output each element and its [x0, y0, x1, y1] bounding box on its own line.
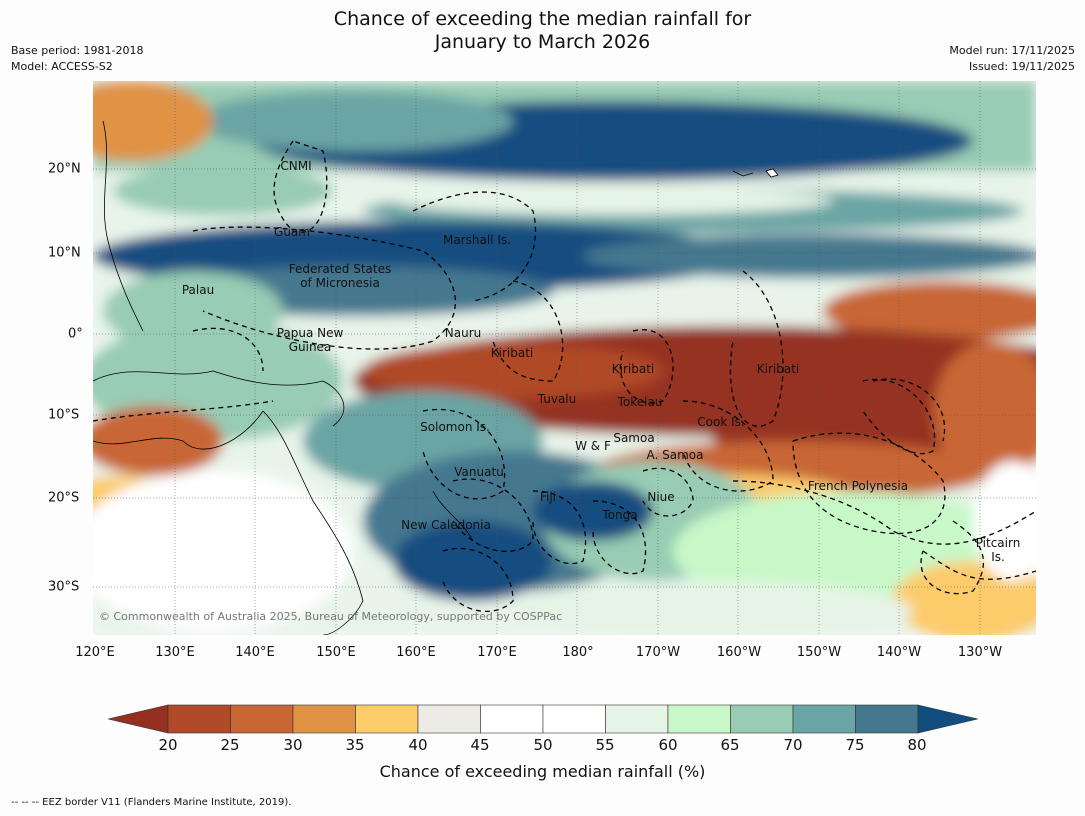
x-tick: 130°E: [155, 645, 195, 660]
base-period: Base period: 1981-2018: [11, 44, 144, 57]
region-tuvalu: Tuvalu: [537, 392, 577, 406]
colorbar-segment: [355, 704, 419, 734]
region-samoa: Samoa: [613, 431, 655, 445]
model-name: Model: ACCESS-S2: [11, 60, 113, 73]
region-png: Papua New Guinea: [276, 326, 344, 354]
y-tick: 0°: [68, 326, 83, 342]
colorbar-tick: 50: [533, 736, 553, 754]
colorbar-tick: 35: [345, 736, 365, 754]
colorbar-segment: [230, 704, 294, 734]
eez-legend-note: -- -- -- EEZ border V11 (Flanders Marine…: [11, 797, 292, 808]
issued-date: Issued: 19/11/2025: [968, 60, 1075, 73]
colorbar-segment: [667, 704, 731, 734]
colorbar-tick: 55: [595, 736, 615, 754]
colorbar-tick: 65: [720, 736, 740, 754]
colorbar-tick: 40: [408, 736, 428, 754]
colorbar-segment: [605, 704, 669, 734]
x-tick: 170°E: [477, 645, 517, 660]
region-kiribati-west: Kiribati: [490, 346, 534, 360]
colorbar-tick: 60: [658, 736, 678, 754]
colorbar-label: Chance of exceeding median rainfall (%): [379, 762, 706, 781]
region-fsm: Federated States of Micronesia: [288, 262, 392, 290]
y-tick: 20°N: [48, 161, 81, 177]
title-line-1: Chance of exceeding the median rainfall …: [333, 8, 752, 30]
meta-right: Model run: 17/11/2025 Issued: 19/11/2025: [949, 43, 1075, 75]
colorbar-segment: [730, 704, 794, 734]
region-vanuatu: Vanuatu: [454, 465, 504, 479]
colorbar-tick: 45: [470, 736, 490, 754]
x-tick: 180°: [562, 645, 594, 660]
colorbar-tick: 20: [158, 736, 178, 754]
colorbar-segment: [417, 704, 481, 734]
rainfall-map: CNMI Guam Marshall Is. Federated States …: [93, 81, 1036, 635]
x-tick: 140°W: [876, 645, 922, 660]
colorbar-tick: 75: [845, 736, 865, 754]
copyright-notice: © Commonwealth of Australia 2025, Bureau…: [99, 610, 563, 623]
colorbar-segment: [792, 704, 856, 734]
region-american-samoa: A. Samoa: [646, 448, 704, 462]
x-tick: 130°W: [957, 645, 1003, 660]
region-kiribati-central: Kiribati: [611, 362, 655, 376]
x-tick: 120°E: [75, 645, 115, 660]
colorbar-high-arrow: [917, 704, 978, 734]
region-kiribati-east: Kiribati: [756, 362, 800, 376]
colorbar-low-arrow: [108, 704, 169, 734]
region-cnmi: CNMI: [280, 159, 312, 173]
region-cook-is: Cook Is.: [697, 415, 745, 429]
region-solomon-is: Solomon Is.: [420, 420, 490, 434]
title-line-2: January to March 2026: [434, 31, 651, 53]
colorbar-segment: [542, 704, 606, 734]
x-tick: 140°E: [235, 645, 275, 660]
colorbar-segments: [167, 704, 919, 734]
colorbar-segment: [167, 704, 231, 734]
region-fiji: Fiji: [539, 490, 557, 504]
region-nauru: Nauru: [444, 326, 482, 340]
colorbar-tick: 25: [220, 736, 240, 754]
x-tick: 160°W: [716, 645, 762, 660]
eez-borders: [93, 140, 1036, 613]
region-palau: Palau: [181, 283, 215, 297]
y-tick: 30°S: [48, 579, 80, 595]
rainfall-shading: [93, 81, 1036, 635]
region-marshall-is: Marshall Is.: [443, 233, 511, 247]
chart-title: Chance of exceeding the median rainfall …: [0, 8, 1085, 54]
colorbar-tick: 80: [907, 736, 927, 754]
region-new-caledonia: New Caledonia: [401, 518, 491, 532]
region-pitcairn-is: Pitcairn Is.: [975, 536, 1021, 564]
region-tonga: Tonga: [602, 508, 638, 522]
region-tokelau: Tokelau: [617, 395, 663, 409]
model-run: Model run: 17/11/2025: [949, 44, 1075, 57]
region-niue: Niue: [647, 490, 675, 504]
hawaii-island: [765, 168, 779, 178]
colorbar-tick: 30: [283, 736, 303, 754]
x-tick: 160°E: [396, 645, 436, 660]
x-tick: 170°W: [635, 645, 681, 660]
y-tick: 20°S: [48, 490, 80, 506]
colorbar-segment: [292, 704, 356, 734]
colorbar-tick: 70: [783, 736, 803, 754]
y-tick: 10°S: [48, 407, 80, 423]
coastlines: [93, 120, 754, 635]
colorbar-segment: [855, 704, 919, 734]
x-tick: 150°E: [316, 645, 356, 660]
colorbar-segment: [480, 704, 544, 734]
map-layers: [93, 81, 1036, 635]
graticule: [93, 81, 1036, 635]
y-tick: 10°N: [48, 245, 81, 261]
x-tick: 150°W: [796, 645, 842, 660]
region-french-polynesia: French Polynesia: [807, 479, 909, 493]
meta-left: Base period: 1981-2018 Model: ACCESS-S2: [11, 43, 143, 75]
region-guam: Guam: [274, 225, 310, 239]
colorbar: [108, 704, 978, 734]
region-wallis-futuna: W & F: [575, 439, 611, 453]
